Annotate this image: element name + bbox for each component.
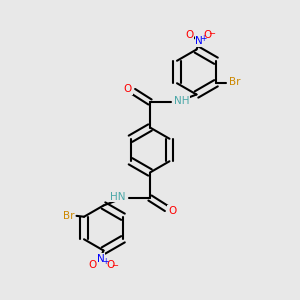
Text: −: − xyxy=(208,29,216,38)
Text: O: O xyxy=(106,260,114,271)
Text: O: O xyxy=(185,29,193,40)
Text: O: O xyxy=(124,84,132,94)
Text: HN: HN xyxy=(110,191,125,202)
Text: −: − xyxy=(111,262,118,271)
Text: Br: Br xyxy=(229,77,240,87)
Text: O: O xyxy=(204,29,212,40)
Text: Br: Br xyxy=(63,211,74,221)
Text: O: O xyxy=(168,206,176,216)
Text: NH: NH xyxy=(174,95,190,106)
Text: O: O xyxy=(88,260,96,271)
Text: N: N xyxy=(97,254,105,264)
Text: +: + xyxy=(200,34,206,43)
Text: +: + xyxy=(102,257,109,266)
Text: N: N xyxy=(195,36,203,46)
